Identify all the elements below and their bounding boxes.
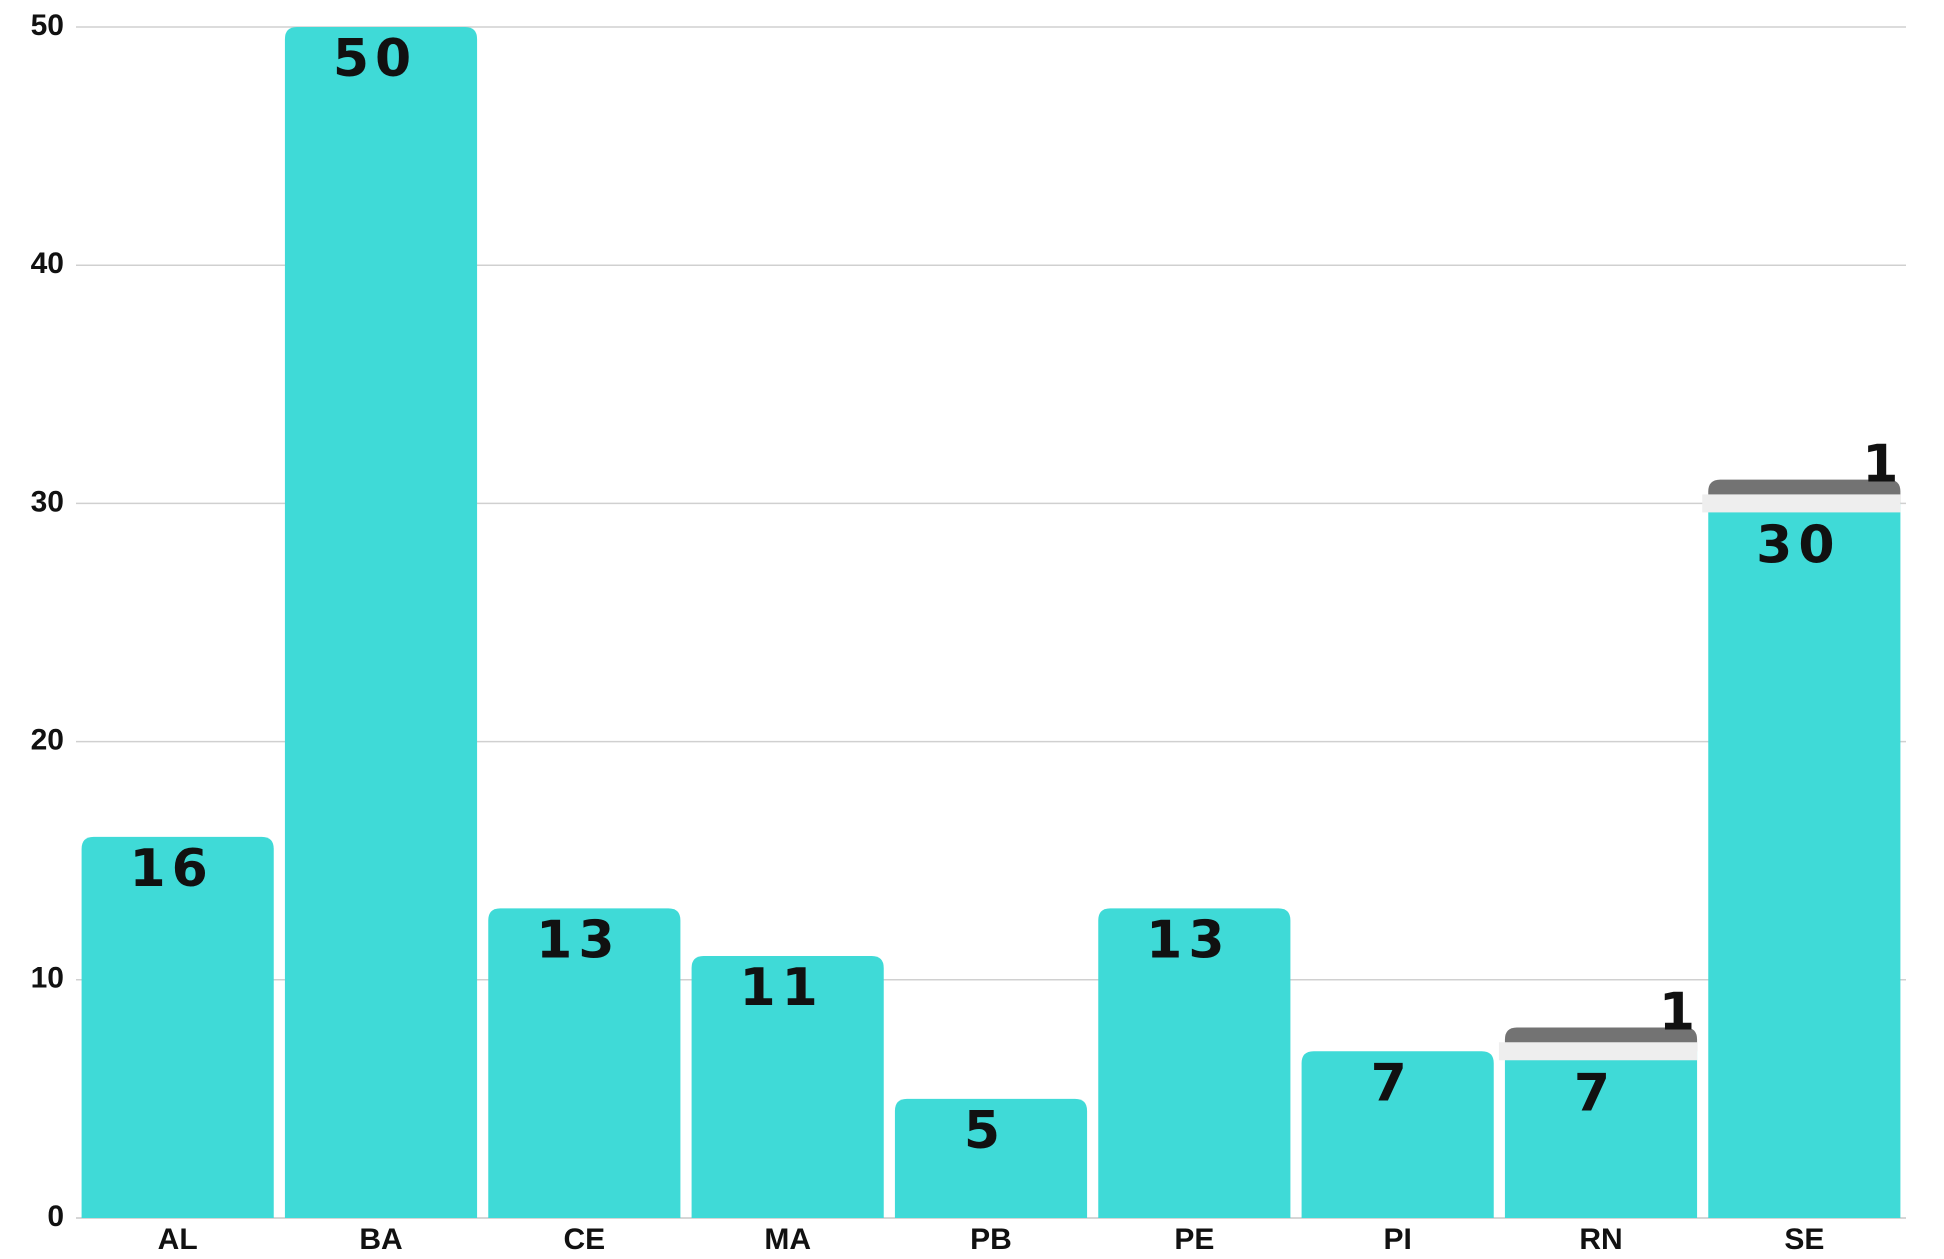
data-label: 7: [1574, 1063, 1616, 1123]
data-label: 11: [739, 958, 823, 1018]
x-tick-label: SE: [1784, 1223, 1824, 1256]
bar: [1504, 1051, 1698, 1218]
bar: [1098, 908, 1291, 1218]
data-label: 16: [129, 839, 213, 899]
y-tick-label: 0: [47, 1200, 64, 1233]
data-label: 1: [1862, 435, 1904, 495]
y-tick-label: 20: [31, 724, 64, 757]
x-tick-label: PI: [1383, 1223, 1411, 1256]
x-tick-label: PB: [970, 1223, 1012, 1256]
data-label: 30: [1756, 515, 1840, 575]
bar: [691, 955, 884, 1218]
bar: [81, 836, 274, 1218]
x-tick-label: BA: [359, 1223, 402, 1256]
data-label: 7: [1371, 1053, 1413, 1113]
data-label: 13: [536, 910, 620, 970]
separator: [1702, 494, 1901, 513]
data-label: 50: [333, 29, 417, 89]
bar: [1301, 1051, 1494, 1218]
separator: [1498, 1042, 1698, 1061]
bar: [1708, 503, 1901, 1218]
bar: [284, 27, 478, 1218]
y-tick-label: 30: [31, 485, 64, 518]
data-label: 1: [1659, 982, 1701, 1042]
y-tick-label: 40: [31, 247, 64, 280]
data-label: 5: [964, 1101, 1006, 1161]
x-tick-label: RN: [1579, 1223, 1622, 1256]
x-tick-label: MA: [764, 1223, 811, 1256]
x-tick-label: PE: [1174, 1223, 1214, 1256]
x-tick-label: AL: [158, 1223, 198, 1256]
x-tick-label: CE: [563, 1223, 605, 1256]
bar: [894, 1098, 1088, 1218]
bar: [488, 908, 681, 1218]
data-label: 13: [1146, 910, 1230, 970]
y-tick-label: 50: [31, 9, 64, 42]
y-tick-label: 10: [31, 962, 64, 995]
